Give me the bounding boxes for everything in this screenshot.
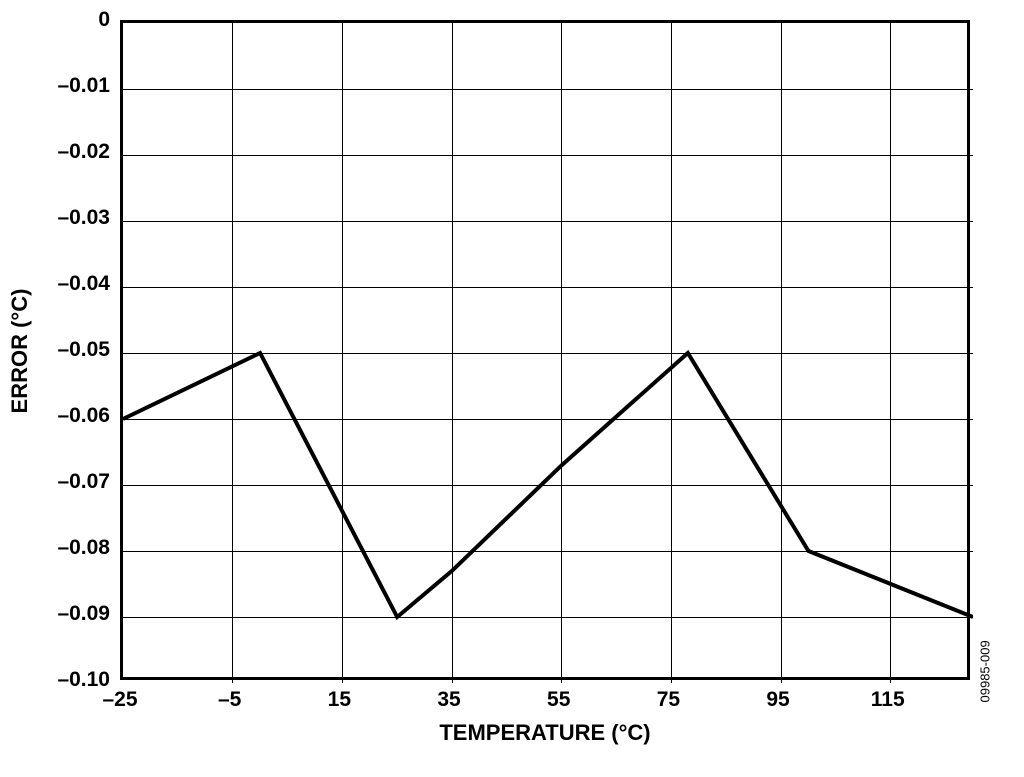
y-tick-label: –0.02: [57, 140, 110, 164]
y-tick-label: –0.08: [57, 536, 110, 560]
y-axis-label: ERROR (°C): [7, 201, 33, 501]
chart-container: ERROR (°C) TEMPERATURE (°C) 09985-009 –2…: [0, 0, 1024, 777]
gridline-horizontal: [123, 617, 973, 618]
x-tick-label: –5: [218, 688, 241, 712]
gridline-horizontal: [123, 287, 973, 288]
x-tick-label: 115: [871, 688, 905, 712]
x-tick-label: 15: [328, 688, 351, 712]
y-tick-label: –0.10: [57, 668, 110, 692]
plot-area: [120, 20, 970, 680]
x-tick-label: 75: [657, 688, 680, 712]
gridline-horizontal: [123, 419, 973, 420]
gridline-horizontal: [123, 155, 973, 156]
gridline-horizontal: [123, 353, 973, 354]
gridline-horizontal: [123, 485, 973, 486]
y-tick-label: –0.07: [57, 470, 110, 494]
gridline-horizontal: [123, 551, 973, 552]
x-tick-label: 55: [547, 688, 570, 712]
x-axis-label: TEMPERATURE (°C): [120, 720, 970, 746]
y-tick-label: 0: [98, 8, 110, 32]
y-tick-label: –0.03: [57, 206, 110, 230]
y-tick-label: –0.09: [57, 602, 110, 626]
y-tick-label: –0.04: [57, 272, 110, 296]
x-tick-label: 35: [437, 688, 460, 712]
y-tick-label: –0.05: [57, 338, 110, 362]
x-tick-label: 95: [766, 688, 789, 712]
y-tick-label: –0.06: [57, 404, 110, 428]
gridline-horizontal: [123, 221, 973, 222]
figure-id-label: 09985-009: [978, 603, 993, 703]
y-tick-label: –0.01: [57, 74, 110, 98]
gridline-horizontal: [123, 89, 973, 90]
